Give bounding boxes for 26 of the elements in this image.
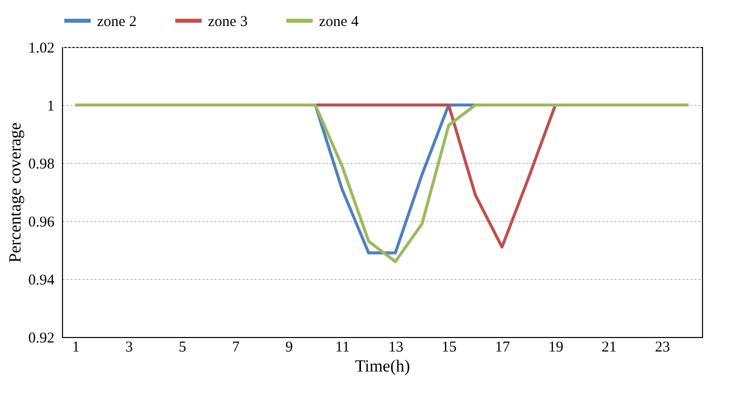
line-series <box>74 104 690 264</box>
x-tick-label: 11 <box>335 340 350 356</box>
x-tick-label: 23 <box>655 340 670 356</box>
x-tick-label: 9 <box>285 340 293 356</box>
y-tick-label: 0.94 <box>28 272 55 288</box>
x-tick-label: 17 <box>495 340 510 356</box>
legend-label: zone 2 <box>97 14 137 30</box>
x-tick-label: 7 <box>232 340 240 356</box>
x-tick-label: 19 <box>548 340 564 356</box>
y-tick-label: 0.98 <box>28 156 54 172</box>
x-tick-label: 1 <box>72 340 80 356</box>
y-tick-label: 1 <box>47 98 54 114</box>
line-series <box>314 104 557 249</box>
x-tick-label: 13 <box>388 340 404 356</box>
y-axis-title: Percentage coverage <box>5 122 24 263</box>
legend-label: zone 4 <box>319 14 360 30</box>
y-tick-label: 0.92 <box>28 330 54 346</box>
legend-label: zone 3 <box>208 14 248 30</box>
line-series <box>314 104 477 254</box>
x-axis-title: Time(h) <box>354 356 410 376</box>
x-tick-label: 15 <box>442 340 457 356</box>
y-tick-label: 1.02 <box>28 40 54 56</box>
x-tick-label: 21 <box>602 340 617 356</box>
y-tick-label: 0.96 <box>28 214 55 230</box>
x-tick-label: 3 <box>125 340 133 356</box>
x-tick-label: 5 <box>178 340 186 356</box>
